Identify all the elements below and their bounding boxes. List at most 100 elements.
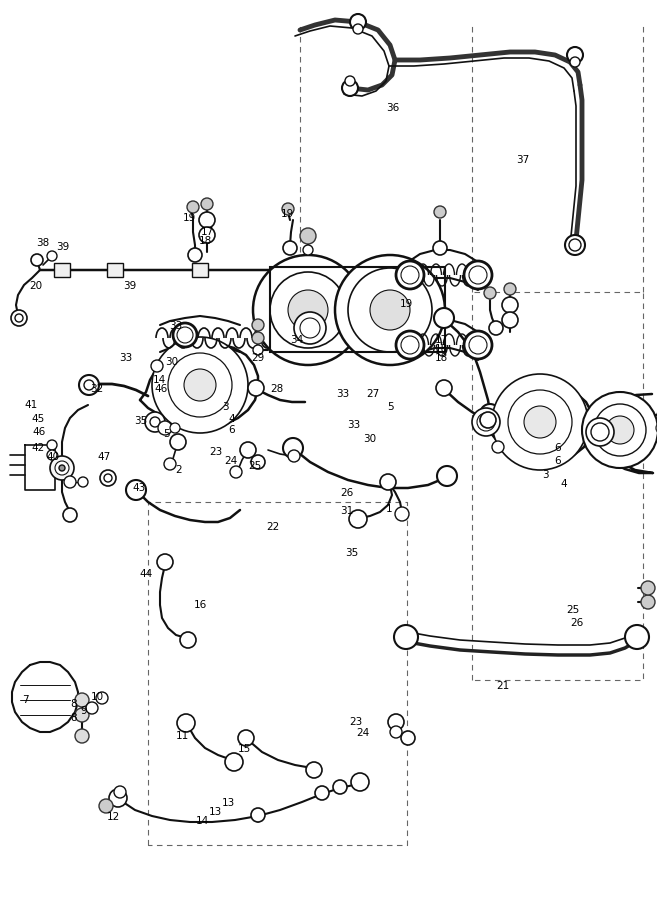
Circle shape (225, 753, 243, 771)
Circle shape (199, 212, 215, 228)
Circle shape (396, 331, 424, 359)
Circle shape (345, 76, 355, 86)
Circle shape (342, 80, 358, 96)
Circle shape (55, 461, 69, 475)
Circle shape (586, 418, 614, 446)
Circle shape (396, 261, 424, 289)
Circle shape (270, 272, 346, 348)
Circle shape (252, 332, 264, 344)
Text: 36: 36 (386, 103, 399, 113)
Text: 22: 22 (266, 521, 279, 532)
Circle shape (31, 254, 43, 266)
Circle shape (158, 421, 172, 435)
Text: 2: 2 (175, 464, 182, 475)
Circle shape (251, 455, 265, 469)
Circle shape (47, 450, 57, 460)
Text: 33: 33 (336, 389, 350, 400)
Text: 13: 13 (222, 797, 235, 808)
Circle shape (248, 380, 264, 396)
Text: 47: 47 (97, 452, 110, 463)
Circle shape (75, 693, 89, 707)
Circle shape (350, 14, 366, 30)
Bar (107, 263, 123, 277)
Circle shape (99, 799, 113, 813)
Circle shape (625, 625, 649, 649)
Circle shape (150, 417, 160, 427)
Circle shape (126, 480, 146, 500)
Text: 7: 7 (22, 695, 28, 706)
Circle shape (315, 786, 329, 800)
Circle shape (11, 310, 27, 326)
Circle shape (86, 702, 98, 714)
Text: 24: 24 (356, 728, 369, 739)
Circle shape (157, 554, 173, 570)
Text: 19: 19 (183, 212, 196, 223)
Text: 46: 46 (33, 427, 46, 437)
Bar (270, 267, 445, 352)
Circle shape (469, 336, 487, 354)
Circle shape (96, 692, 108, 704)
Circle shape (489, 321, 503, 335)
Circle shape (477, 413, 495, 431)
Circle shape (50, 456, 74, 480)
Text: 33: 33 (347, 419, 360, 430)
Circle shape (283, 241, 297, 255)
Circle shape (335, 255, 445, 365)
Circle shape (599, 443, 609, 453)
Circle shape (78, 477, 88, 487)
Circle shape (100, 470, 116, 486)
Text: 46: 46 (154, 383, 168, 394)
Text: 33: 33 (170, 320, 183, 331)
Text: 14: 14 (196, 815, 209, 826)
Circle shape (502, 312, 518, 328)
Text: 8: 8 (70, 713, 77, 724)
Text: 5: 5 (388, 401, 394, 412)
Text: 43: 43 (133, 482, 146, 493)
Text: 18: 18 (435, 353, 448, 364)
Circle shape (388, 714, 404, 730)
Circle shape (238, 730, 254, 746)
Text: 4: 4 (560, 479, 567, 490)
Circle shape (469, 266, 487, 284)
Circle shape (594, 404, 646, 456)
Text: 44: 44 (139, 569, 152, 580)
Circle shape (606, 416, 634, 444)
Circle shape (184, 369, 216, 401)
Circle shape (188, 248, 202, 262)
Circle shape (321, 274, 333, 286)
Circle shape (187, 201, 199, 213)
Circle shape (170, 434, 186, 450)
Text: 14: 14 (152, 374, 166, 385)
Text: 25: 25 (566, 605, 579, 616)
Text: 6: 6 (554, 455, 560, 466)
Circle shape (240, 442, 256, 458)
Circle shape (641, 595, 655, 609)
Circle shape (152, 337, 248, 433)
Circle shape (282, 203, 294, 215)
Circle shape (47, 251, 57, 261)
Circle shape (502, 297, 518, 313)
Text: 23: 23 (209, 446, 222, 457)
Text: 10: 10 (91, 692, 104, 703)
Text: 40: 40 (46, 452, 59, 463)
Circle shape (64, 476, 76, 488)
Circle shape (180, 632, 196, 648)
Circle shape (15, 314, 23, 322)
Text: 13: 13 (209, 806, 222, 817)
Circle shape (464, 331, 492, 359)
Text: 18: 18 (198, 236, 212, 247)
Text: 6: 6 (554, 443, 560, 454)
Circle shape (303, 245, 313, 255)
Text: 20: 20 (30, 281, 43, 292)
Circle shape (394, 625, 418, 649)
Text: 28: 28 (271, 383, 284, 394)
Circle shape (79, 375, 99, 395)
Text: 4: 4 (228, 413, 235, 424)
Text: 41: 41 (25, 400, 38, 410)
Circle shape (370, 290, 410, 330)
Circle shape (252, 319, 264, 331)
Circle shape (294, 312, 326, 344)
Circle shape (570, 57, 580, 67)
Circle shape (251, 808, 265, 822)
Circle shape (401, 731, 415, 745)
